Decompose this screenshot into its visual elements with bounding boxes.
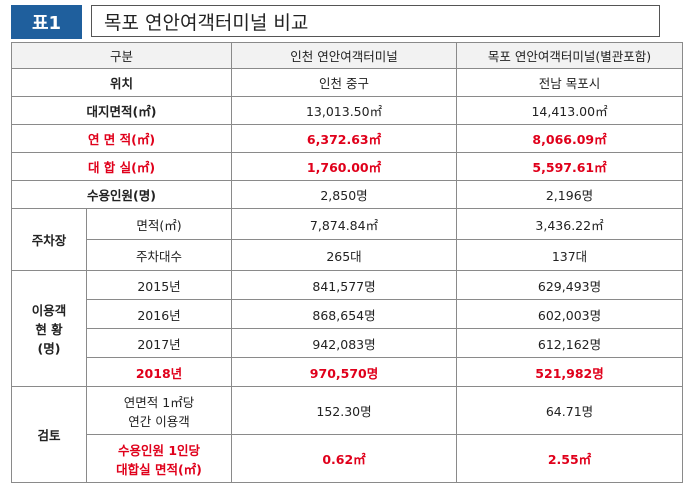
row-label-site-area: 대지면적(㎡) [10, 96, 233, 125]
cell-mokpo: 602,003명 [456, 299, 684, 329]
cell-mokpo: 2.55㎡ [456, 434, 684, 483]
cell-incheon: 13,013.50㎡ [231, 96, 458, 125]
table-row: 연 면 적(㎡) 6,372.63㎡ 8,066.09㎡ [10, 124, 684, 153]
cell-incheon: 인천 중구 [231, 68, 458, 97]
per-person-label-line-2: 대합실 면적(㎡) [116, 461, 202, 477]
cell-incheon: 841,577명 [231, 270, 458, 300]
row-label-parking-area: 면적(㎡) [85, 208, 233, 240]
table-row: 2017년 942,083명 612,162명 [12, 328, 684, 358]
cell-incheon: 0.62㎡ [231, 434, 458, 483]
cell-mokpo: 5,597.61㎡ [456, 152, 684, 181]
table-row: 수용인원 1인당 대합실 면적(㎡) 0.62㎡ 2.55㎡ [12, 434, 684, 483]
group-label-parking: 주차장 [11, 208, 87, 271]
row-label-year: 2015년 [85, 270, 233, 300]
comparison-table: 구분 인천 연안여객터미널 목포 연안여객터미널(별관포함) 위치 인천 중구 … [10, 42, 684, 483]
per-area-label-line-2: 연간 이용객 [128, 413, 190, 429]
group-label-usage: 이용객 현 황 (명) [11, 270, 87, 387]
usage-label-line-1: 이용객 [31, 303, 67, 318]
title-bar: 표1 목포 연안여객터미널 비교 [11, 5, 682, 44]
row-label-parking-count: 주차대수 [85, 239, 233, 271]
cell-incheon: 152.30명 [231, 386, 458, 435]
row-label-year: 2017년 [85, 328, 233, 358]
row-label-year: 2016년 [85, 299, 233, 329]
row-label-per-person: 수용인원 1인당 대합실 면적(㎡) [85, 434, 233, 483]
cell-incheon: 6,372.63㎡ [231, 124, 458, 153]
cell-incheon: 868,654명 [231, 299, 458, 329]
table-row: 2018년 970,570명 521,982명 [12, 357, 684, 387]
row-label-waiting-room: 대 합 실(㎡) [10, 152, 233, 181]
cell-incheon: 7,874.84㎡ [231, 208, 458, 240]
cell-mokpo: 14,413.00㎡ [456, 96, 684, 125]
cell-mokpo: 8,066.09㎡ [456, 124, 684, 153]
row-label-location: 위치 [10, 68, 233, 97]
per-person-label-line-1: 수용인원 1인당 [117, 442, 201, 458]
table-row: 2016년 868,654명 602,003명 [12, 299, 684, 329]
row-label-per-area: 연면적 1㎡당 연간 이용객 [85, 386, 233, 435]
usage-label-line-3: (명) [37, 341, 61, 356]
cell-mokpo: 3,436.22㎡ [456, 208, 684, 240]
row-label-year: 2018년 [85, 357, 233, 387]
row-label-floor-area: 연 면 적(㎡) [10, 124, 233, 153]
usage-label-line-2: 현 황 [35, 322, 63, 337]
cell-incheon: 1,760.00㎡ [231, 152, 458, 181]
cell-incheon: 970,570명 [231, 357, 458, 387]
header-category: 구분 [10, 42, 233, 69]
table-row: 주차대수 265대 137대 [12, 239, 684, 271]
cell-mokpo: 64.71명 [456, 386, 684, 435]
cell-mokpo: 전남 목포시 [456, 68, 684, 97]
header-incheon: 인천 연안여객터미널 [231, 42, 458, 69]
cell-mokpo: 2,196명 [456, 180, 684, 209]
cell-mokpo: 612,162명 [456, 328, 684, 358]
table-row: 위치 인천 중구 전남 목포시 [10, 68, 684, 97]
per-area-label-line-1: 연면적 1㎡당 [123, 394, 195, 410]
row-label-capacity: 수용인원(명) [10, 180, 233, 209]
cell-incheon: 2,850명 [231, 180, 458, 209]
cell-mokpo: 521,982명 [456, 357, 684, 387]
table-number-tag: 표1 [11, 5, 82, 39]
header-row: 구분 인천 연안여객터미널 목포 연안여객터미널(별관포함) [10, 42, 684, 69]
table-row: 이용객 현 황 (명) 2015년 841,577명 629,493명 [11, 270, 684, 387]
table-row: 수용인원(명) 2,850명 2,196명 [10, 180, 684, 209]
cell-incheon: 942,083명 [231, 328, 458, 358]
cell-incheon: 265대 [231, 239, 458, 271]
cell-mokpo: 137대 [456, 239, 684, 271]
table-row: 주차장 면적(㎡) 7,874.84㎡ 3,436.22㎡ [11, 208, 684, 271]
table-title: 목포 연안여객터미널 비교 [91, 5, 660, 37]
header-mokpo: 목포 연안여객터미널(별관포함) [456, 42, 684, 69]
table-row: 검토 연면적 1㎡당 연간 이용객 152.30명 64.71명 [11, 386, 684, 483]
group-label-review: 검토 [11, 386, 87, 483]
table-row: 대지면적(㎡) 13,013.50㎡ 14,413.00㎡ [10, 96, 684, 125]
cell-mokpo: 629,493명 [456, 270, 684, 300]
table-row: 대 합 실(㎡) 1,760.00㎡ 5,597.61㎡ [10, 152, 684, 181]
